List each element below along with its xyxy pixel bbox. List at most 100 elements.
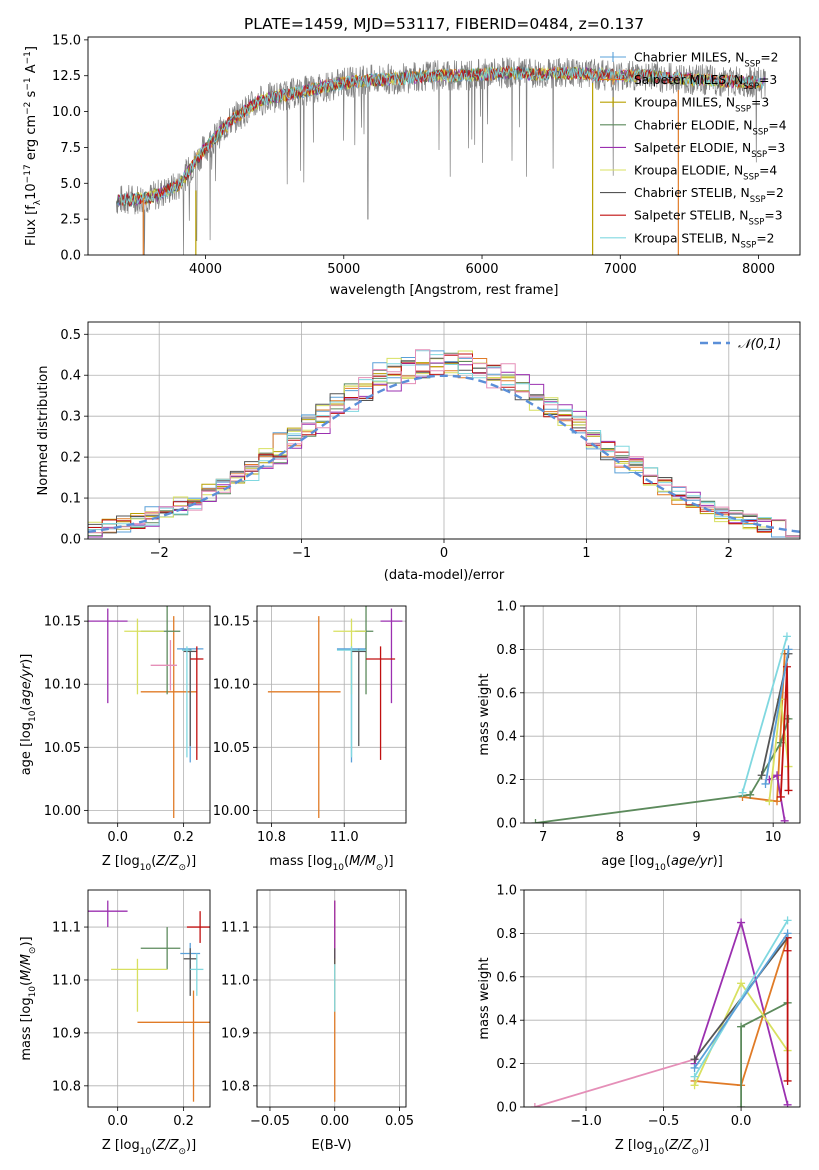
label-part: Z [log bbox=[615, 1138, 653, 1153]
legend-text: Kroupa STELIB, N bbox=[634, 231, 740, 245]
legend-text: Chabrier MILES, N bbox=[634, 51, 744, 65]
label-part: Z/Z bbox=[155, 854, 179, 869]
weight-marker bbox=[780, 816, 789, 823]
label-part: )] bbox=[186, 854, 196, 869]
x-tick-label: 8 bbox=[616, 830, 624, 845]
x-tick-label: 0.0 bbox=[107, 1114, 128, 1129]
y-tick-label: 0.4 bbox=[496, 1014, 517, 1029]
y-tick-label: 1.0 bbox=[496, 600, 517, 615]
weight-series-7 bbox=[693, 919, 789, 1078]
axes-frame bbox=[523, 605, 801, 824]
legend-sub: SSP bbox=[743, 82, 759, 92]
y-tick-label: 15.0 bbox=[52, 33, 81, 48]
spectrum-data-line bbox=[115, 57, 766, 255]
y-tick-label: 0.6 bbox=[496, 970, 517, 985]
label-part: ⊙ bbox=[376, 863, 384, 873]
weight-marker bbox=[737, 1022, 746, 1031]
legend-text: Chabrier ELODIE, N bbox=[634, 118, 752, 132]
y-tick-label: 11.0 bbox=[52, 973, 81, 988]
y-axis-label: Flux [fλ10−17 erg cm−2 s−1 A−1] bbox=[23, 46, 43, 246]
legend-suffix: =3 bbox=[767, 141, 785, 155]
label-part: ⊙ bbox=[691, 1147, 699, 1157]
weight-marker bbox=[784, 645, 793, 654]
plot-area bbox=[88, 900, 210, 1102]
axes-frame bbox=[87, 321, 801, 540]
x-tick-label: −1 bbox=[292, 546, 311, 561]
label-part: 10 bbox=[654, 863, 666, 873]
y-axis-label: mass [log10(M/M⊙)] bbox=[19, 936, 38, 1060]
label-part: A bbox=[24, 64, 39, 77]
panel-spectrum: 4000 5000 6000 7000 8000 0.0 2.5 5.0 7.5 10.0 12.5… bbox=[23, 33, 801, 298]
x-tick-label: 10 bbox=[765, 830, 782, 845]
figure-title: PLATE=1459, MJD=53117, FIBERID=0484, z=0… bbox=[244, 15, 644, 33]
y-tick-label: 10.9 bbox=[52, 1026, 81, 1041]
y-tick-label: 0.0 bbox=[496, 1101, 517, 1116]
axes-frame bbox=[256, 605, 407, 824]
label-part: 10 bbox=[140, 1147, 152, 1157]
weight-marker bbox=[746, 790, 755, 799]
x-tick-label: 7000 bbox=[604, 262, 637, 277]
legend-sub: SSP bbox=[743, 173, 759, 183]
y-tick-label: 1.0 bbox=[496, 884, 517, 899]
y-tick-label: 0.4 bbox=[496, 730, 517, 745]
weight-marker bbox=[737, 1103, 746, 1107]
label-part: Z [log bbox=[102, 1138, 140, 1153]
legend-label: Chabrier ELODIE, NSSP=4 bbox=[634, 118, 787, 137]
plot-area bbox=[88, 606, 204, 818]
weight-series-8 bbox=[693, 932, 789, 1069]
legend-label: Chabrier STELIB, NSSP=2 bbox=[634, 186, 784, 205]
x-tick-label: 6000 bbox=[465, 262, 498, 277]
label-part: ( bbox=[344, 854, 349, 869]
plot-area bbox=[531, 632, 793, 823]
y-tick-label: 0.0 bbox=[496, 817, 517, 832]
x-axis-label: E(B-V) bbox=[311, 1138, 351, 1153]
legend-suffix: =2 bbox=[766, 186, 784, 200]
legend-label: 𝒩(0,1) bbox=[738, 337, 781, 352]
y-tick-label: 0.8 bbox=[496, 927, 517, 942]
label-part: 10 bbox=[28, 986, 38, 998]
label-part: age [log bbox=[601, 854, 654, 869]
label-part: ( bbox=[19, 981, 34, 986]
label-part: Z [log bbox=[102, 854, 140, 869]
y-tick-label: 11.0 bbox=[221, 973, 250, 988]
label-part: 10 bbox=[28, 710, 38, 722]
label-part: ( bbox=[19, 706, 34, 711]
label-part: −1 bbox=[23, 51, 33, 64]
legend-suffix: =4 bbox=[759, 164, 777, 178]
label-part: )] bbox=[19, 654, 34, 664]
legend-label: Chabrier MILES, NSSP=2 bbox=[634, 51, 778, 70]
axes-frame bbox=[523, 889, 801, 1108]
label-part: )] bbox=[383, 854, 393, 869]
label-part: s bbox=[24, 90, 39, 101]
y-tick-label: 10.15 bbox=[213, 615, 250, 630]
label-part: erg cm bbox=[24, 115, 39, 164]
x-tick-label: 0.05 bbox=[385, 1114, 414, 1129]
y-tick-label: 10.8 bbox=[221, 1079, 250, 1094]
x-tick-label: 0.2 bbox=[173, 830, 194, 845]
x-tick-label: 2 bbox=[725, 546, 733, 561]
legend-sub: SSP bbox=[751, 150, 767, 160]
panel-age_vs_mass: 10.8 11.0 10.00 10.05 10.10 10.15 mass [log10(… bbox=[213, 605, 407, 873]
weight-series-1 bbox=[535, 717, 790, 823]
y-tick-label: 10.10 bbox=[213, 678, 250, 693]
x-tick-label: 10.8 bbox=[257, 830, 286, 845]
label-part: mass [log bbox=[19, 997, 34, 1060]
y-tick-label: 7.5 bbox=[60, 141, 81, 156]
y-tick-label: 0.0 bbox=[60, 249, 81, 264]
y-tick-label: 0.1 bbox=[60, 492, 81, 507]
legend-sub: SSP bbox=[750, 195, 766, 205]
weight-marker bbox=[765, 797, 774, 806]
x-tick-label: 0.00 bbox=[320, 1114, 349, 1129]
legend-sub: SSP bbox=[740, 240, 756, 250]
plot-area bbox=[530, 916, 792, 1107]
weight-series-6 bbox=[741, 636, 788, 793]
legend-label: Kroupa STELIB, NSSP=2 bbox=[634, 231, 775, 250]
label-part: age/yr bbox=[671, 854, 714, 869]
y-tick-label: 10.05 bbox=[44, 741, 81, 756]
y-axis-label: mass weight bbox=[477, 673, 492, 755]
label-part: λ bbox=[33, 199, 43, 205]
legend-suffix: =3 bbox=[751, 96, 769, 110]
x-tick-label: −2 bbox=[150, 546, 169, 561]
